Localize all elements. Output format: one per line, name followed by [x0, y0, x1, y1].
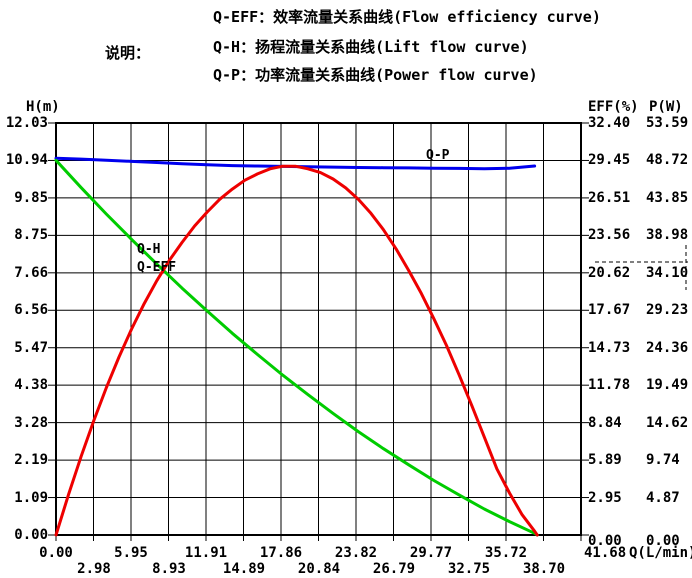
- p-axis-title: P(W): [649, 99, 683, 115]
- curve-label-qh: Q-H: [137, 242, 161, 257]
- eff-axis-tick: 8.84: [588, 415, 622, 431]
- legend-line-qh: Q-H：扬程流量关系曲线(Lift flow curve): [213, 38, 529, 56]
- curve-label-qp: Q-P: [426, 148, 450, 163]
- eff-axis-tick: 17.67: [588, 302, 631, 318]
- x-axis-tick-lower: 26.79: [372, 561, 416, 577]
- p-axis-tick: 9.74: [646, 452, 680, 468]
- eff-axis-tick: 2.95: [588, 490, 622, 506]
- left-axis-tick: 9.85: [14, 190, 48, 206]
- p-axis-tick: 34.10: [646, 265, 689, 281]
- eff-axis-tick: 14.73: [588, 340, 631, 356]
- left-axis-tick: 1.09: [14, 490, 48, 506]
- x-axis-tick-upper: 0.00: [39, 545, 73, 561]
- eff-axis-tick: 5.89: [588, 452, 622, 468]
- p-axis-tick: 38.98: [646, 227, 689, 243]
- x-axis-tick-upper: 5.95: [114, 545, 148, 561]
- x-axis-tick-lower: 38.70: [522, 561, 566, 577]
- p-axis-tick: 14.62: [646, 415, 689, 431]
- eff-axis-tick: 29.45: [588, 152, 631, 168]
- x-axis-last-tick: 41.68: [584, 545, 627, 561]
- legend-label: 说明：: [105, 44, 151, 62]
- p-axis-tick: 48.72: [646, 152, 689, 168]
- eff-axis-tick: 23.56: [588, 227, 631, 243]
- left-axis-tick: 8.75: [14, 227, 48, 243]
- p-axis-tick: 4.87: [646, 490, 680, 506]
- legend-line-qeff: Q-EFF：效率流量关系曲线(Flow efficiency curve): [213, 8, 601, 26]
- left-axis-tick: 3.28: [14, 415, 48, 431]
- x-axis-tick-lower: 32.75: [447, 561, 491, 577]
- left-axis-tick: 7.66: [14, 265, 48, 281]
- eff-axis-tick: 26.51: [588, 190, 631, 206]
- p-axis-tick: 19.49: [646, 377, 689, 393]
- left-axis-tick: 2.19: [14, 452, 48, 468]
- x-axis-tick-upper: 17.86: [259, 545, 303, 561]
- p-axis-tick: 53.59: [646, 115, 689, 131]
- plot-border: [55, 122, 582, 536]
- x-axis-tick-upper: 11.91: [184, 545, 228, 561]
- left-axis-title: H(m): [26, 99, 60, 115]
- eff-axis-tick: 32.40: [588, 115, 631, 131]
- curve-q-p: [54, 156, 537, 171]
- left-axis-tick: 5.47: [14, 340, 48, 356]
- p-axis-tick: 29.23: [646, 302, 689, 318]
- curve-label-qeff: Q-EFF: [137, 260, 177, 275]
- x-axis-tick-lower: 14.89: [222, 561, 266, 577]
- left-axis-tick: 6.56: [14, 302, 48, 318]
- curve-q-eff: [54, 164, 539, 537]
- x-axis-tick-lower: 2.98: [77, 561, 111, 577]
- eff-axis-title: EFF(%): [588, 99, 639, 115]
- x-axis-tick-upper: 29.77: [409, 545, 453, 561]
- left-axis-tick: 0.00: [14, 527, 48, 543]
- left-axis-tick: 10.94: [5, 152, 48, 168]
- x-axis-tick-upper: 23.82: [334, 545, 378, 561]
- eff-axis-tick: 11.78: [588, 377, 631, 393]
- x-axis-tick-lower: 20.84: [297, 561, 341, 577]
- left-axis-tick: 12.03: [5, 115, 48, 131]
- eff-axis-tick: 20.62: [588, 265, 631, 281]
- p-axis-tick: 43.85: [646, 190, 689, 206]
- x-axis-tick-upper: 35.72: [484, 545, 528, 561]
- eff-axis-tick: 0.00: [588, 533, 622, 549]
- p-axis-tick: 0.00: [646, 533, 680, 549]
- left-axis-tick: 4.38: [14, 377, 48, 393]
- x-axis-unit: Q(L/min): [629, 545, 692, 561]
- x-axis-tick-lower: 8.93: [152, 561, 186, 577]
- curves-group: [54, 156, 539, 537]
- curve-q-h: [54, 158, 539, 537]
- legend-line-qp: Q-P：功率流量关系曲线(Power flow curve): [213, 66, 538, 84]
- p-axis-tick: 24.36: [646, 340, 689, 356]
